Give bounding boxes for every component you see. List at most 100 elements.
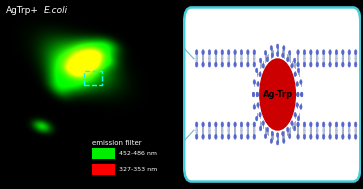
Text: Ag-Trp: Ag-Trp <box>262 90 293 99</box>
Circle shape <box>221 134 224 139</box>
Circle shape <box>256 92 258 97</box>
Circle shape <box>260 59 295 130</box>
Circle shape <box>253 50 256 55</box>
Circle shape <box>294 112 296 117</box>
Circle shape <box>303 134 306 139</box>
Circle shape <box>277 52 279 56</box>
Circle shape <box>240 122 243 127</box>
Circle shape <box>256 68 258 73</box>
Circle shape <box>348 134 351 139</box>
Circle shape <box>283 46 285 50</box>
Circle shape <box>354 122 357 127</box>
Circle shape <box>253 105 256 109</box>
Circle shape <box>252 92 254 97</box>
Circle shape <box>271 53 273 58</box>
Circle shape <box>246 134 249 139</box>
Circle shape <box>228 50 230 55</box>
Circle shape <box>262 121 264 125</box>
Circle shape <box>266 57 269 62</box>
Circle shape <box>329 50 331 55</box>
Circle shape <box>291 121 293 125</box>
Circle shape <box>246 122 249 127</box>
Circle shape <box>221 50 224 55</box>
Circle shape <box>303 62 306 67</box>
Circle shape <box>221 122 224 127</box>
Text: AgTrp+: AgTrp+ <box>5 6 38 15</box>
Circle shape <box>316 62 318 67</box>
Circle shape <box>228 122 230 127</box>
Circle shape <box>260 58 262 63</box>
Circle shape <box>264 50 267 55</box>
Text: emission filter: emission filter <box>91 140 141 146</box>
Circle shape <box>215 122 217 127</box>
Circle shape <box>257 82 259 86</box>
Circle shape <box>335 62 338 67</box>
Circle shape <box>277 140 279 145</box>
Circle shape <box>303 122 306 127</box>
Text: 327-353 nm: 327-353 nm <box>119 167 158 172</box>
Circle shape <box>322 134 325 139</box>
Circle shape <box>215 50 217 55</box>
Circle shape <box>294 126 296 131</box>
Circle shape <box>300 105 302 109</box>
Circle shape <box>240 50 243 55</box>
Circle shape <box>234 62 236 67</box>
Circle shape <box>270 46 273 50</box>
Circle shape <box>252 92 254 97</box>
Circle shape <box>297 68 299 73</box>
Circle shape <box>322 62 325 67</box>
Circle shape <box>297 50 299 55</box>
Circle shape <box>354 134 357 139</box>
Circle shape <box>256 116 258 121</box>
Circle shape <box>202 122 204 127</box>
Circle shape <box>310 62 312 67</box>
Circle shape <box>342 50 344 55</box>
Circle shape <box>256 92 258 97</box>
Circle shape <box>259 112 261 117</box>
Circle shape <box>348 62 351 67</box>
Circle shape <box>297 116 299 121</box>
Circle shape <box>297 62 299 67</box>
Circle shape <box>208 62 211 67</box>
Circle shape <box>240 134 243 139</box>
Text: 452-486 nm: 452-486 nm <box>119 151 157 156</box>
Circle shape <box>286 57 289 62</box>
Bar <box>84 71 102 85</box>
Circle shape <box>322 50 325 55</box>
Circle shape <box>354 62 357 67</box>
Circle shape <box>354 50 357 55</box>
Circle shape <box>310 134 312 139</box>
Circle shape <box>291 64 293 68</box>
Circle shape <box>264 134 267 139</box>
Circle shape <box>215 62 217 67</box>
Circle shape <box>296 82 298 86</box>
Circle shape <box>195 50 198 55</box>
Circle shape <box>348 50 351 55</box>
Circle shape <box>259 72 261 77</box>
Circle shape <box>246 62 249 67</box>
FancyBboxPatch shape <box>184 7 360 182</box>
Circle shape <box>322 122 325 127</box>
Circle shape <box>316 122 318 127</box>
Circle shape <box>297 92 299 97</box>
Circle shape <box>289 50 291 55</box>
Circle shape <box>234 122 236 127</box>
Circle shape <box>270 139 273 143</box>
Circle shape <box>342 122 344 127</box>
Circle shape <box>195 134 198 139</box>
Circle shape <box>300 80 302 84</box>
Circle shape <box>208 50 211 55</box>
Circle shape <box>228 62 230 67</box>
Circle shape <box>297 134 299 139</box>
Circle shape <box>301 92 303 97</box>
Circle shape <box>257 103 259 107</box>
Circle shape <box>296 103 298 107</box>
Circle shape <box>329 134 331 139</box>
Circle shape <box>301 92 303 97</box>
Circle shape <box>246 50 249 55</box>
Circle shape <box>342 134 344 139</box>
Circle shape <box>221 62 224 67</box>
Circle shape <box>282 131 284 136</box>
Circle shape <box>316 50 318 55</box>
Circle shape <box>310 50 312 55</box>
